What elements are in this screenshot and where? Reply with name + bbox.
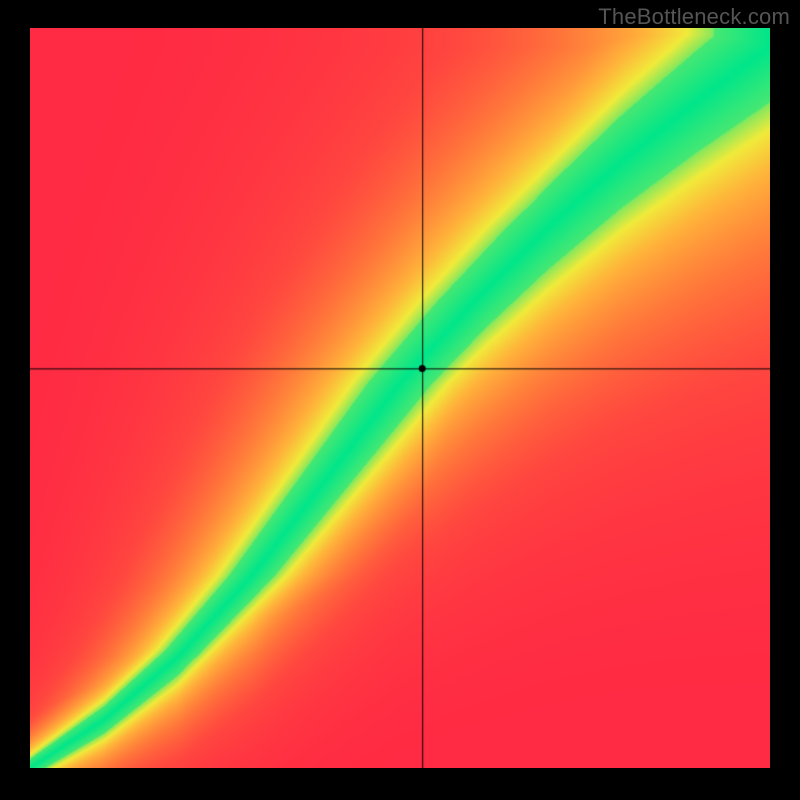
chart-container: TheBottleneck.com [0, 0, 800, 800]
watermark-text: TheBottleneck.com [598, 4, 790, 30]
bottleneck-heatmap [30, 28, 770, 768]
